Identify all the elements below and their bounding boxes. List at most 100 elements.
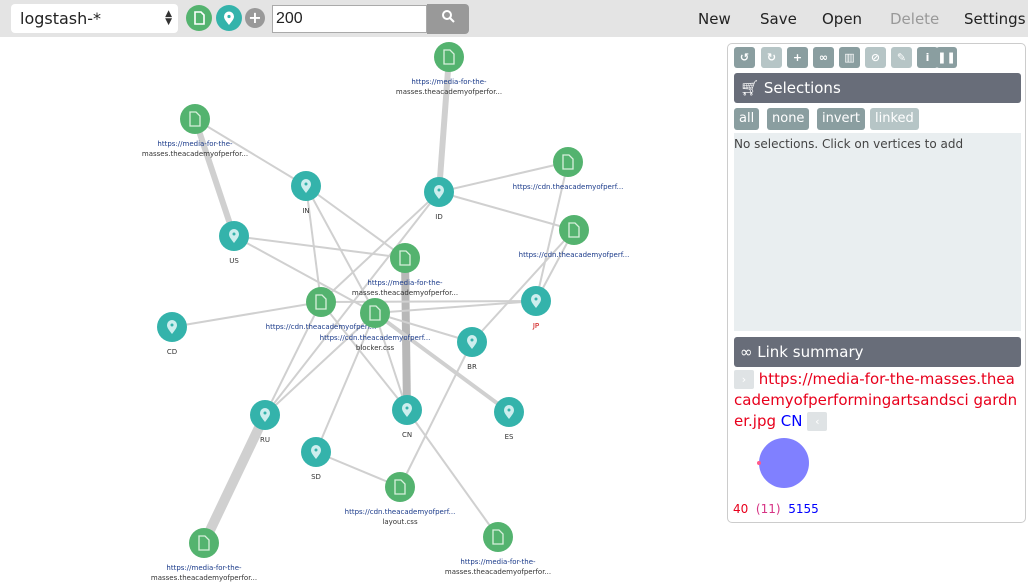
map-marker-icon <box>531 294 541 308</box>
geo-vertex[interactable]: ES <box>494 397 524 441</box>
marker-dot <box>437 188 441 192</box>
undo-button[interactable]: ↺ <box>734 47 755 68</box>
document-vertex[interactable]: https://cdn.theacademyofperf... blocker.c… <box>320 298 431 352</box>
open-button[interactable]: Open <box>822 10 863 28</box>
document-vertex[interactable]: https://cdn.theacademyofperf... <box>513 147 624 191</box>
geo-vertex[interactable]: CD <box>157 312 187 356</box>
graph-edge[interactable] <box>320 300 537 303</box>
selections-title: Selections <box>763 79 841 97</box>
graph-edge[interactable] <box>264 312 376 416</box>
graph-edge[interactable] <box>315 451 401 488</box>
geo-vertex[interactable]: JP <box>521 286 551 330</box>
delete-button[interactable]: Delete <box>890 10 940 28</box>
graph-edge[interactable] <box>264 301 322 416</box>
select-source-button[interactable]: › <box>734 370 754 389</box>
graph-edge[interactable] <box>535 161 569 302</box>
add-document-field-button[interactable] <box>186 5 212 31</box>
pause-button[interactable]: ❚❚ <box>936 47 957 68</box>
vertex-label: masses.theacademyofperfor... <box>142 150 248 158</box>
search-input[interactable] <box>272 5 427 33</box>
vertex-label: https://media-for-the- <box>411 78 487 86</box>
document-vertex[interactable]: https://cdn.theacademyofperf... <box>266 287 377 331</box>
select-target-button[interactable]: ‹ <box>807 412 828 431</box>
document-vertex[interactable]: https://media-for-the-masses.theacademyo… <box>352 243 458 297</box>
document-vertex[interactable]: https://media-for-the-masses.theacademyo… <box>396 42 502 96</box>
graph-edge[interactable] <box>438 161 569 193</box>
vertex-circle[interactable] <box>360 298 390 328</box>
graph-edge[interactable] <box>436 56 452 193</box>
style-button[interactable]: ✎ <box>891 47 912 68</box>
document-vertex[interactable]: https://media-for-the-masses.theacademyo… <box>142 104 248 158</box>
vertex-circle[interactable] <box>390 243 420 273</box>
add-field-button[interactable]: + <box>245 8 265 28</box>
graph-edge[interactable] <box>373 311 511 414</box>
redo-button[interactable]: ↻ <box>761 47 782 68</box>
link-summary-title: Link summary <box>757 343 864 361</box>
graph-edge[interactable] <box>438 191 575 231</box>
graph-edge[interactable] <box>374 300 537 314</box>
geo-vertex[interactable]: ID <box>424 177 454 221</box>
graph-edge[interactable] <box>374 312 473 343</box>
vertex-label: ID <box>435 213 442 221</box>
graph-edge[interactable] <box>320 301 408 411</box>
search-button[interactable] <box>427 4 469 34</box>
document-vertex[interactable]: https://cdn.theacademyofperf... layout.cs… <box>345 472 456 526</box>
new-button[interactable]: New <box>698 10 731 28</box>
vertex-circle[interactable] <box>189 528 219 558</box>
document-icon <box>568 222 580 238</box>
selections-list: No selections. Click on vertices to add <box>734 133 1021 331</box>
graph-edge[interactable] <box>233 235 376 314</box>
add-links-button[interactable]: ∞ <box>813 47 834 68</box>
vertex-circle[interactable] <box>553 147 583 177</box>
document-vertex[interactable]: https://media-for-the-masses.theacademyo… <box>151 528 257 582</box>
paintbrush-icon: ✎ <box>896 51 907 64</box>
select-invert-button[interactable]: invert <box>817 108 865 130</box>
graph-edge[interactable] <box>406 409 499 538</box>
expand-selection-button[interactable]: + <box>787 47 808 68</box>
graph-edge[interactable] <box>264 191 440 416</box>
graph-edge[interactable] <box>374 312 408 411</box>
geo-vertex[interactable]: SD <box>301 437 331 481</box>
index-pattern-select[interactable]: logstash-* ▲ ▼ <box>11 4 178 33</box>
blacklist-button[interactable]: ⊘ <box>865 47 886 68</box>
graph-edge[interactable] <box>192 118 237 237</box>
graph-edge[interactable] <box>399 341 473 488</box>
add-geo-field-button[interactable] <box>216 5 242 31</box>
save-button[interactable]: Save <box>760 10 797 28</box>
vertex-circle[interactable] <box>180 104 210 134</box>
graph-edge[interactable] <box>233 235 406 259</box>
vertex-label: CN <box>402 431 412 439</box>
graph-edge[interactable] <box>305 185 406 259</box>
graph-edge[interactable] <box>194 118 307 187</box>
side-panel: ↺ ↻ + ∞ ▥ ⊘ ✎ i ❚❚ 🛒︎ Selections all non… <box>727 43 1026 523</box>
geo-vertex[interactable]: BR <box>457 327 487 371</box>
vertex-label: blocker.css <box>356 344 395 352</box>
vertex-circle[interactable] <box>434 42 464 72</box>
document-vertex[interactable]: https://cdn.theacademyofperf... <box>519 215 630 259</box>
graph-edge[interactable] <box>199 412 270 546</box>
select-none-button[interactable]: none <box>767 108 810 130</box>
delete-selection-button[interactable]: ▥ <box>839 47 860 68</box>
vertex-circle[interactable] <box>385 472 415 502</box>
info-button[interactable]: i <box>917 47 938 68</box>
graph-edge[interactable] <box>305 185 322 303</box>
map-marker-icon <box>434 185 444 199</box>
select-linked-button[interactable]: linked <box>870 108 919 130</box>
geo-vertex[interactable]: IN <box>291 171 321 215</box>
graph-edge[interactable] <box>315 312 376 453</box>
geo-vertex[interactable]: CN <box>392 395 422 439</box>
document-vertex[interactable]: https://media-for-the-masses.theacademyo… <box>445 522 551 576</box>
graph-edge[interactable] <box>171 301 322 328</box>
vertex-circle[interactable] <box>483 522 513 552</box>
vertex-circle[interactable] <box>559 215 589 245</box>
select-arrows-icon: ▲ ▼ <box>165 9 172 27</box>
pause-icon: ❚❚ <box>937 51 956 64</box>
graph-canvas[interactable]: https://media-for-the-masses.theacademyo… <box>0 37 725 582</box>
settings-button[interactable]: Settings <box>964 10 1026 28</box>
graph-edge[interactable] <box>471 229 575 343</box>
geo-vertex[interactable]: US <box>219 221 249 265</box>
geo-vertex[interactable]: RU <box>250 400 280 444</box>
graph-edge[interactable] <box>320 191 440 303</box>
vertex-circle[interactable] <box>306 287 336 317</box>
select-all-button[interactable]: all <box>734 108 760 130</box>
